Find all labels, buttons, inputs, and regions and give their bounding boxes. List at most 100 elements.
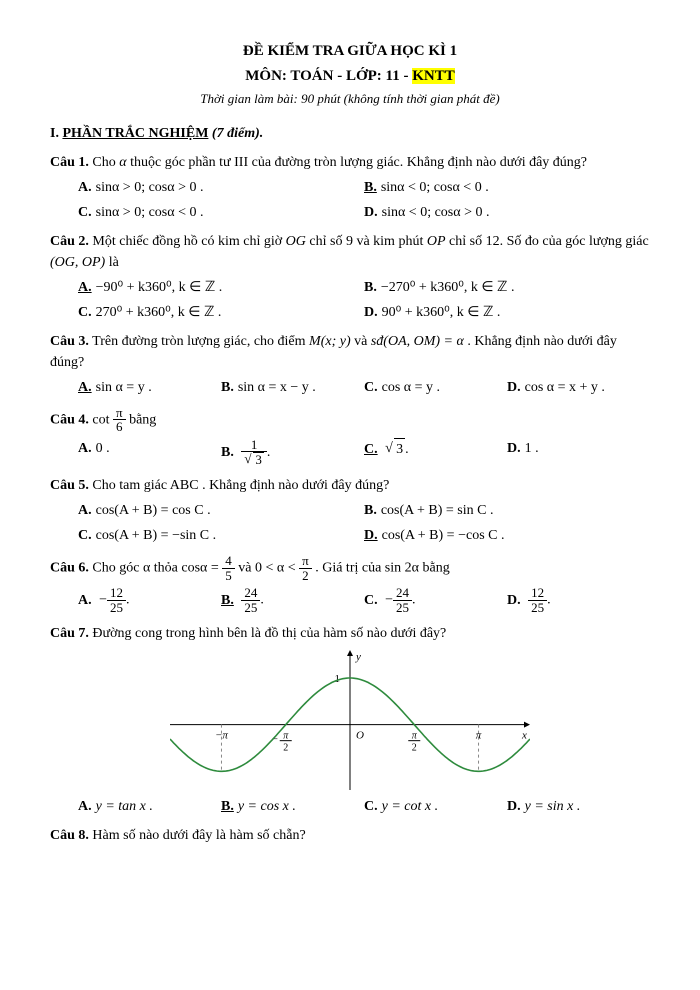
q6-a-frac: 1225 <box>107 586 126 614</box>
svg-text:2: 2 <box>283 742 288 753</box>
q4-c-rad: 3 <box>394 438 405 460</box>
q4-a-text: 0 . <box>96 441 110 456</box>
q1-text-b: thuộc góc phần tư III của đường tròn lượ… <box>127 155 587 170</box>
q7-d-text: y = sin x . <box>525 799 581 814</box>
q6-b-tail: . <box>260 593 264 608</box>
q6-options: A. −1225. B. 2425. C. −2425. D. 1225. <box>78 584 650 616</box>
q5-c-text: cos(A + B) = −sin C . <box>96 528 217 543</box>
q7-b-text: y = cos x . <box>238 799 296 814</box>
q2-d-text: 90⁰ + k360⁰, k ∈ ℤ . <box>382 305 501 320</box>
q3-c-text: cos α = y . <box>382 380 440 395</box>
svg-text:x: x <box>521 729 527 741</box>
q2-a-text: −90⁰ + k360⁰, k ∈ ℤ . <box>96 280 223 295</box>
q6-b-frac: 2425 <box>241 586 260 614</box>
q4-b-frac: 1 3 <box>241 438 267 467</box>
q6-opt-c: C. −2425. <box>364 584 507 616</box>
q6-f2: π2 <box>299 554 312 582</box>
q1-alpha: α <box>119 155 126 170</box>
q4-frac-num: π <box>113 406 126 421</box>
q6-ad: 25 <box>107 601 126 615</box>
q3-num: Câu 3. <box>50 334 89 349</box>
section-prefix: I. <box>50 126 62 141</box>
section-points: (7 điểm). <box>208 126 263 141</box>
q6-dn: 12 <box>528 586 547 601</box>
q7-cosine-chart: yx1−π−π2Oπ2π <box>170 650 530 790</box>
q7-opt-c: C.y = cot x . <box>364 794 507 819</box>
question-1: Câu 1. Cho α thuộc góc phần tư III của đ… <box>50 152 650 173</box>
svg-text:O: O <box>356 729 364 741</box>
svg-text:π: π <box>412 730 418 741</box>
q4-b-den: 3 <box>241 452 267 467</box>
q3-options: A.sin α = y . B.sin α = x − y . C.cos α … <box>78 375 650 400</box>
q2-opt-a: A.−90⁰ + k360⁰, k ∈ ℤ . <box>78 275 364 300</box>
q3-opt-c: C.cos α = y . <box>364 375 507 400</box>
q4-opt-c: C. 3. <box>364 436 507 469</box>
q4-a: cot <box>89 412 110 427</box>
q5-opt-b: B.cos(A + B) = sin C . <box>364 498 650 523</box>
q4-num: Câu 4. <box>50 412 89 427</box>
doc-title-2: MÔN: TOÁN - LỚP: 11 - KNTT <box>50 65 650 88</box>
q3-sd: sđ(OA, OM) = α <box>371 334 464 349</box>
q7-a-text: y = tan x . <box>96 799 153 814</box>
q6-d-frac: 1225 <box>528 586 547 614</box>
q6-num: Câu 6. <box>50 560 89 575</box>
q2-a: Một chiếc đồng hồ có kim chỉ giờ <box>89 234 286 249</box>
q6-d-tail: . <box>547 593 551 608</box>
q6-c-neg: − <box>385 593 393 608</box>
q6-c: . Giá trị của sin 2α bằng <box>315 560 449 575</box>
q5-d-text: cos(A + B) = −cos C . <box>382 528 505 543</box>
title2-prefix: MÔN: TOÁN - LỚP: 11 - <box>245 68 412 84</box>
q3-a: Trên đường tròn lượng giác, cho điểm <box>89 334 309 349</box>
q2-b: chỉ số 9 và kim phút <box>306 234 427 249</box>
question-2: Câu 2. Một chiếc đồng hồ có kim chỉ giờ … <box>50 231 650 273</box>
q4-opt-d: D.1 . <box>507 436 650 469</box>
q5-opt-a: A.cos(A + B) = cos C . <box>78 498 364 523</box>
q5-opt-c: C.cos(A + B) = −sin C . <box>78 523 364 548</box>
question-6: Câu 6. Cho góc α thỏa cosα = 45 và 0 < α… <box>50 554 650 582</box>
svg-text:2: 2 <box>412 742 417 753</box>
q5-a-text: cos(A + B) = cos C . <box>96 503 211 518</box>
q1-opt-a: A.sinα > 0; cosα > 0 . <box>78 175 364 200</box>
q6-dd: 25 <box>528 601 547 615</box>
q7-opt-b: B.y = cos x . <box>221 794 364 819</box>
q1-opt-c: C.sinα > 0; cosα < 0 . <box>78 200 364 225</box>
q7-c-text: y = cot x . <box>382 799 438 814</box>
q4-opt-a: A.0 . <box>78 436 221 469</box>
q6-f2n: π <box>299 554 312 569</box>
svg-text:π: π <box>283 730 289 741</box>
q5-options: A.cos(A + B) = cos C . B.cos(A + B) = si… <box>78 498 650 548</box>
q7-options: A.y = tan x . B.y = cos x . C.y = cot x … <box>78 794 650 819</box>
q4-b: bằng <box>129 412 156 427</box>
q3-mxy: M(x; y) <box>309 334 351 349</box>
q2-op: OP <box>427 234 446 249</box>
q6-c-frac: 2425 <box>393 586 412 614</box>
q8-text: Hàm số nào dưới đây là hàm số chẵn? <box>89 828 306 843</box>
q8-num: Câu 8. <box>50 828 89 843</box>
q2-d: là <box>105 255 119 270</box>
section-name: PHẦN TRẮC NGHIỆM <box>62 126 208 141</box>
q2-opt-b: B.−270⁰ + k360⁰, k ∈ ℤ . <box>364 275 650 300</box>
q7-opt-a: A.y = tan x . <box>78 794 221 819</box>
q2-pair: (OG, OP) <box>50 255 105 270</box>
q6-f2d: 2 <box>299 569 312 583</box>
q5-b-text: cos(A + B) = sin C . <box>381 503 494 518</box>
svg-text:y: y <box>355 651 361 663</box>
q6-a-neg: − <box>99 593 107 608</box>
q7-opt-d: D.y = sin x . <box>507 794 650 819</box>
q1-opt-d: D.sinα < 0; cosα > 0 . <box>364 200 650 225</box>
q7-text: Đường cong trong hình bên là đồ thị của … <box>89 626 446 641</box>
svg-text:−π: −π <box>215 729 228 741</box>
q1-options: A.sinα > 0; cosα > 0 . B.sinα < 0; cosα … <box>78 175 650 225</box>
doc-title-1: ĐỀ KIỂM TRA GIỮA HỌC KÌ 1 <box>50 40 650 63</box>
question-8: Câu 8. Hàm số nào dưới đây là hàm số chẵ… <box>50 825 650 846</box>
q6-a-tail: . <box>126 593 130 608</box>
q1-b-text: sinα < 0; cosα < 0 . <box>381 180 489 195</box>
q2-c: chỉ số 12. Số đo của góc lượng giác <box>446 234 649 249</box>
q6-b: và 0 < α < <box>238 560 299 575</box>
q2-options: A.−90⁰ + k360⁰, k ∈ ℤ . B.−270⁰ + k360⁰,… <box>78 275 650 325</box>
q2-opt-d: D.90⁰ + k360⁰, k ∈ ℤ . <box>364 300 650 325</box>
q1-d-text: sinα < 0; cosα > 0 . <box>382 205 490 220</box>
q6-cd: 25 <box>393 601 412 615</box>
q2-num: Câu 2. <box>50 234 89 249</box>
q2-b-text: −270⁰ + k360⁰, k ∈ ℤ . <box>381 280 515 295</box>
